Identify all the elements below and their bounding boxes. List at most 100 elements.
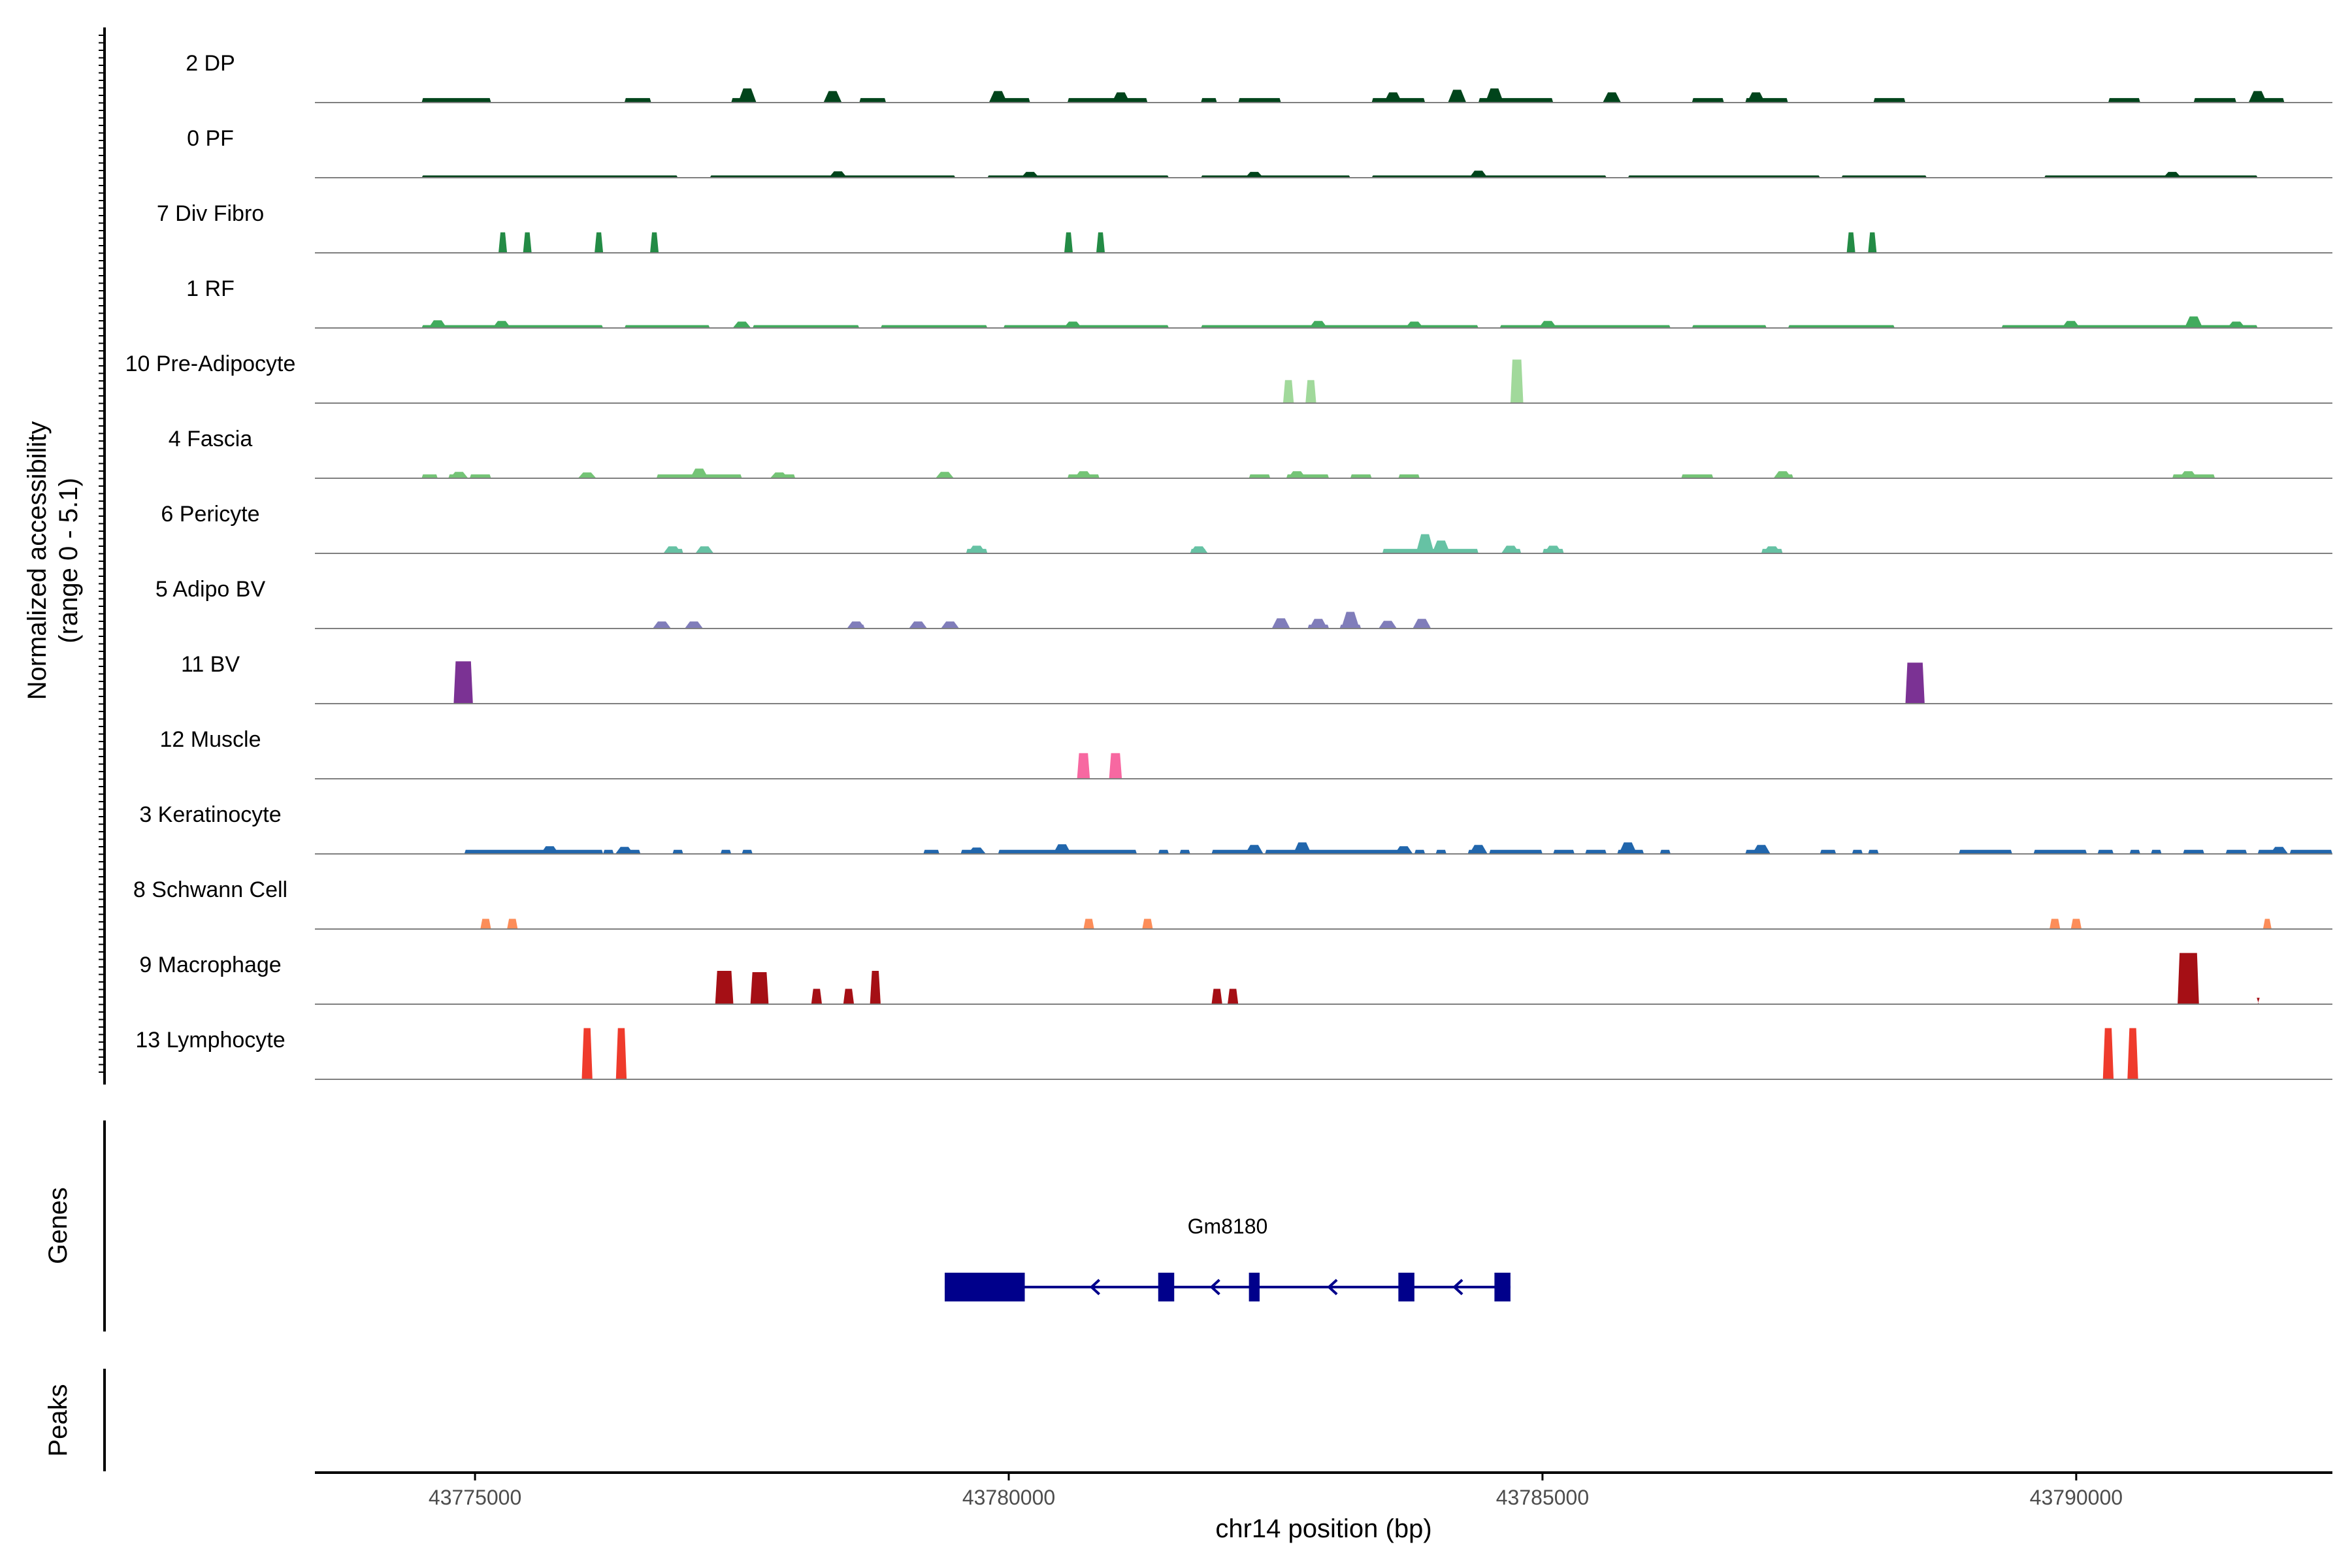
- coverage-region: [2183, 849, 2204, 854]
- track-label: 2 DP: [186, 51, 235, 76]
- coverage-region: [1158, 849, 1169, 854]
- strand-arrow: [1089, 1279, 1100, 1296]
- coverage-region: [1211, 849, 1254, 854]
- coverage-region: [1414, 849, 1426, 854]
- coverage-block: [750, 972, 769, 1004]
- coverage-peak: [1309, 321, 1328, 328]
- coverage-peak: [1271, 618, 1290, 629]
- y-axis-title-line2: (range 0 - 5.1): [54, 478, 83, 643]
- coverage-peak: [2248, 91, 2267, 103]
- coverage-peak: [967, 546, 986, 553]
- track-8-schwann-cell: 8 Schwann Cell: [133, 877, 2332, 930]
- coverage-block: [1211, 988, 1222, 1004]
- x-tick-label: 43790000: [2030, 1486, 2123, 1509]
- coverage-block: [453, 661, 473, 704]
- coverage-peak: [492, 321, 511, 328]
- coverage-block: [1905, 662, 1925, 704]
- strand-arrow: [1452, 1279, 1463, 1296]
- coverage-peak: [1448, 90, 1467, 103]
- coverage-peak: [1501, 546, 1520, 553]
- coverage-region: [2193, 98, 2236, 103]
- y-axis-ticks: [99, 35, 105, 1073]
- coverage-region: [672, 849, 683, 854]
- coverage-peak: [738, 88, 757, 103]
- track-7-div-fibro: 7 Div Fibro: [157, 201, 2332, 253]
- y-axis-title-line1: Normalized accessibility: [23, 421, 52, 700]
- coverage-region: [624, 98, 651, 103]
- coverage-region: [752, 325, 860, 328]
- coverage-region: [1398, 474, 1420, 478]
- coverage-region: [2129, 849, 2140, 854]
- coverage-tracks: 2 DP 0 PF 7 Div Fibro 1 RF 10 Pre-Adipocyte 4…: [125, 51, 2332, 1080]
- coverage-peak: [2061, 321, 2080, 328]
- coverage-region: [1179, 849, 1190, 854]
- coverage-block: [1064, 232, 1073, 253]
- coverage-peak: [1416, 534, 1435, 553]
- coverage-peak: [653, 621, 672, 629]
- coverage-block: [2127, 1028, 2138, 1079]
- gene-name-label: Gm8180: [1188, 1215, 1268, 1238]
- coverage-region: [859, 98, 887, 103]
- coverage-block: [870, 971, 881, 1004]
- track-label: 12 Muscle: [160, 727, 261, 752]
- track-12-muscle: 12 Muscle: [160, 727, 2332, 779]
- coverage-block: [1077, 753, 1090, 779]
- coverage-peak: [1021, 172, 1039, 178]
- coverage-region: [1691, 98, 1724, 103]
- coverage-block: [1142, 919, 1153, 929]
- coverage-peak: [1288, 471, 1307, 478]
- coverage-peak: [428, 320, 447, 328]
- coverage-peak: [935, 472, 954, 478]
- track-9-macrophage: 9 Macrophage: [139, 953, 2332, 1005]
- coverage-peak: [1763, 546, 1782, 553]
- coverage-region: [720, 849, 732, 854]
- coverage-block: [507, 919, 518, 929]
- x-tick-label: 43785000: [1496, 1486, 1589, 1509]
- coverage-block: [843, 988, 855, 1004]
- coverage-peak: [770, 472, 789, 478]
- coverage-block: [1305, 380, 1316, 403]
- coverage-peak: [1603, 92, 1622, 103]
- coverage-region: [2033, 849, 2087, 854]
- coverage-peak: [449, 472, 468, 478]
- coverage-peak: [1405, 321, 1424, 328]
- track-1-rf: 1 RF: [186, 276, 2332, 329]
- track-13-lymphocyte: 13 Lymphocyte: [135, 1028, 2332, 1080]
- coverage-peak: [2270, 847, 2289, 854]
- track-label: 6 Pericyte: [161, 502, 259, 527]
- coverage-region: [1820, 849, 1837, 854]
- coverage-peak: [615, 847, 634, 854]
- coverage-block: [1227, 988, 1239, 1004]
- coverage-region: [1350, 474, 1372, 478]
- coverage-region: [2108, 98, 2140, 103]
- coverage-block: [1846, 232, 1855, 253]
- track-label: 3 Keratinocyte: [139, 802, 281, 827]
- track-label: 10 Pre-Adipocyte: [125, 351, 296, 376]
- coverage-region: [1585, 849, 1607, 854]
- coverage-region: [2151, 849, 2162, 854]
- coverage-region: [1959, 849, 2012, 854]
- coverage-block: [811, 988, 823, 1004]
- coverage-peak: [2179, 471, 2198, 478]
- coverage-peak: [1309, 619, 1328, 629]
- track-label: 13 Lymphocyte: [135, 1028, 285, 1053]
- coverage-peak: [685, 621, 704, 629]
- coverage-peak: [540, 846, 559, 854]
- coverage-peak: [1431, 540, 1450, 553]
- coverage-region: [464, 849, 604, 854]
- peaks-panel-label: Peaks: [44, 1384, 73, 1456]
- coverage-peak: [1485, 88, 1504, 103]
- coverage-peak: [1413, 619, 1431, 629]
- coverage-region: [421, 325, 604, 328]
- coverage-block: [523, 232, 532, 253]
- coverage-peak: [1053, 844, 1071, 854]
- coverage-region: [421, 98, 491, 103]
- coverage-block: [1282, 380, 1294, 403]
- coverage-region: [2225, 849, 2247, 854]
- coverage-block: [2050, 919, 2061, 929]
- coverage-peak: [2163, 172, 2181, 178]
- coverage-peak: [1469, 845, 1488, 854]
- coverage-region: [923, 849, 939, 854]
- coverage-peak: [1394, 846, 1413, 854]
